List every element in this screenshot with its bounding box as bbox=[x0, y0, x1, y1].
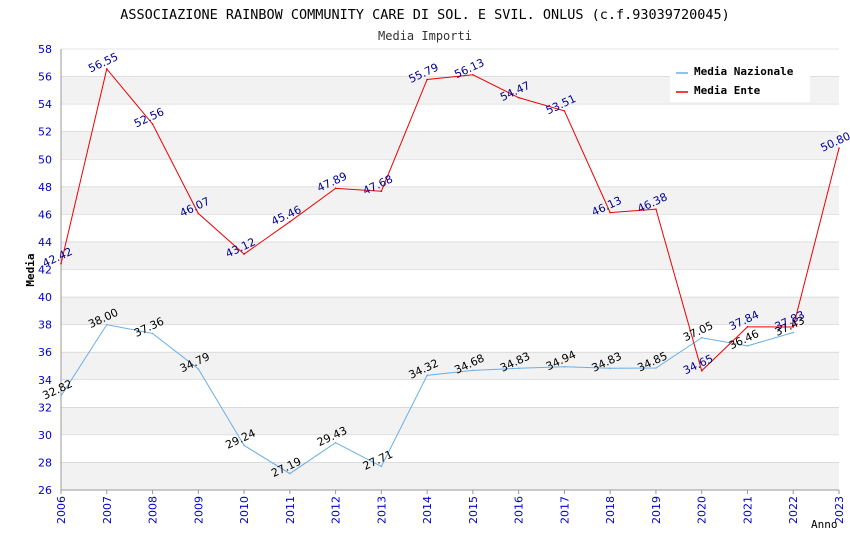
data-point-media-nazionale bbox=[517, 367, 520, 370]
data-point-media-nazionale bbox=[60, 395, 62, 397]
axes bbox=[60, 49, 840, 494]
y-tick-label: 46 bbox=[38, 208, 52, 221]
data-point-media-nazionale bbox=[472, 369, 474, 372]
y-tick-label: 34 bbox=[38, 374, 52, 387]
y-tick-label: 36 bbox=[38, 346, 52, 359]
x-tick-label: 2015 bbox=[467, 496, 480, 524]
y-tick-labels: 26 28 30 32 34 36 38 40 42 44 46 48 50 52 54 56 58 bbox=[38, 43, 52, 497]
x-tick-label: 2009 bbox=[192, 496, 205, 524]
data-point-media-ente bbox=[838, 147, 840, 150]
grid-band bbox=[61, 241, 839, 270]
x-tick-labels: 2006 2007 2008 2009 2010 2011 2012 2013 2014 2015… bbox=[55, 496, 846, 524]
legend-box bbox=[670, 60, 810, 102]
y-axis-label: Media bbox=[24, 253, 37, 286]
y-tick-label: 38 bbox=[38, 319, 52, 332]
series-line-media-nazionale bbox=[60, 324, 794, 475]
x-axis-label: Anno bbox=[811, 518, 838, 531]
data-point-media-nazionale bbox=[243, 444, 245, 447]
data-point-media-ente bbox=[60, 262, 62, 265]
x-tick-label: 2008 bbox=[147, 496, 160, 524]
legend-label-media-nazionale: Media Nazionale bbox=[694, 65, 794, 78]
x-tick-label: 2006 bbox=[55, 496, 68, 524]
y-tick-label: 52 bbox=[38, 126, 52, 139]
x-tick-label: 2019 bbox=[650, 496, 663, 524]
series-lines bbox=[60, 67, 840, 475]
y-tick-label: 40 bbox=[38, 291, 52, 304]
data-point-media-ente bbox=[700, 369, 703, 372]
grid-band bbox=[61, 352, 839, 380]
y-tick-label: 50 bbox=[38, 153, 52, 166]
y-tick-label: 56 bbox=[38, 71, 52, 84]
y-tick-label: 28 bbox=[38, 456, 52, 469]
data-point-media-ente bbox=[655, 208, 657, 210]
data-point-media-nazionale bbox=[792, 331, 795, 334]
data-point-media-ente bbox=[243, 253, 245, 255]
data-point-media-ente bbox=[334, 187, 337, 190]
x-tick-label: 2021 bbox=[741, 496, 754, 524]
data-point-media-ente bbox=[472, 73, 474, 76]
chart-title: ASSOCIAZIONE RAINBOW COMMUNITY CARE DI S… bbox=[120, 7, 730, 23]
y-tick-label: 44 bbox=[38, 236, 52, 249]
grid-band bbox=[61, 407, 839, 435]
x-tick-label: 2007 bbox=[101, 496, 114, 524]
data-point-media-nazionale bbox=[746, 345, 749, 347]
data-point-media-nazionale bbox=[700, 336, 703, 339]
grid-bands bbox=[61, 48, 839, 491]
data-point-media-ente bbox=[289, 221, 291, 223]
data-point-media-ente bbox=[746, 326, 749, 328]
y-tick-label: 54 bbox=[38, 98, 52, 111]
grid-band bbox=[61, 297, 839, 325]
y-tick-label: 48 bbox=[38, 181, 52, 194]
data-point-media-ente bbox=[609, 211, 611, 214]
x-tick-label: 2010 bbox=[238, 496, 251, 524]
x-tick-label: 2014 bbox=[421, 496, 434, 524]
data-point-media-ente bbox=[426, 78, 428, 81]
grid-band bbox=[61, 186, 839, 215]
y-tick-label: 58 bbox=[38, 43, 52, 56]
series-line-media-ente bbox=[60, 67, 840, 372]
x-tick-label: 2022 bbox=[787, 496, 800, 524]
data-point-media-ente bbox=[151, 123, 154, 125]
data-point-media-nazionale bbox=[289, 472, 291, 475]
grid-band bbox=[61, 462, 839, 490]
chart-subtitle: Media Importi bbox=[378, 29, 472, 43]
data-point-media-ente bbox=[105, 68, 108, 70]
data-point-media-nazionale bbox=[655, 367, 657, 369]
x-tick-label: 2016 bbox=[513, 496, 526, 524]
x-tick-label: 2011 bbox=[284, 496, 297, 524]
data-point-media-nazionale bbox=[563, 365, 566, 368]
x-tick-label: 2018 bbox=[604, 496, 617, 524]
x-tick-label: 2013 bbox=[375, 496, 388, 524]
data-label-media-ente: 56.55 bbox=[86, 50, 120, 75]
y-tick-label: 26 bbox=[38, 484, 52, 497]
data-point-media-ente bbox=[197, 212, 200, 215]
x-tick-label: 2017 bbox=[558, 496, 571, 524]
y-tick-label: 32 bbox=[38, 401, 52, 414]
data-point-media-nazionale bbox=[151, 332, 154, 335]
data-label-media-ente: 52.56 bbox=[132, 105, 166, 130]
data-point-media-ente bbox=[517, 96, 520, 99]
data-point-media-nazionale bbox=[105, 323, 108, 326]
x-tick-label: 2020 bbox=[696, 496, 709, 524]
data-point-media-nazionale bbox=[426, 374, 428, 377]
data-point-media-nazionale bbox=[380, 465, 383, 468]
data-point-media-nazionale bbox=[197, 368, 200, 370]
legend-label-media-ente: Media Ente bbox=[694, 84, 761, 97]
data-point-media-ente bbox=[380, 190, 383, 193]
x-tick-label: 2012 bbox=[330, 496, 343, 524]
data-point-media-ente bbox=[792, 326, 795, 328]
data-point-media-ente bbox=[563, 110, 566, 112]
data-point-media-nazionale bbox=[609, 367, 611, 370]
legend: Media Nazionale Media Ente bbox=[670, 60, 810, 102]
x-tick-label: 2023 bbox=[833, 496, 846, 524]
y-tick-label: 42 bbox=[38, 264, 52, 277]
data-point-media-nazionale bbox=[334, 441, 337, 444]
grid-band bbox=[61, 131, 839, 160]
y-tick-label: 30 bbox=[38, 429, 52, 442]
